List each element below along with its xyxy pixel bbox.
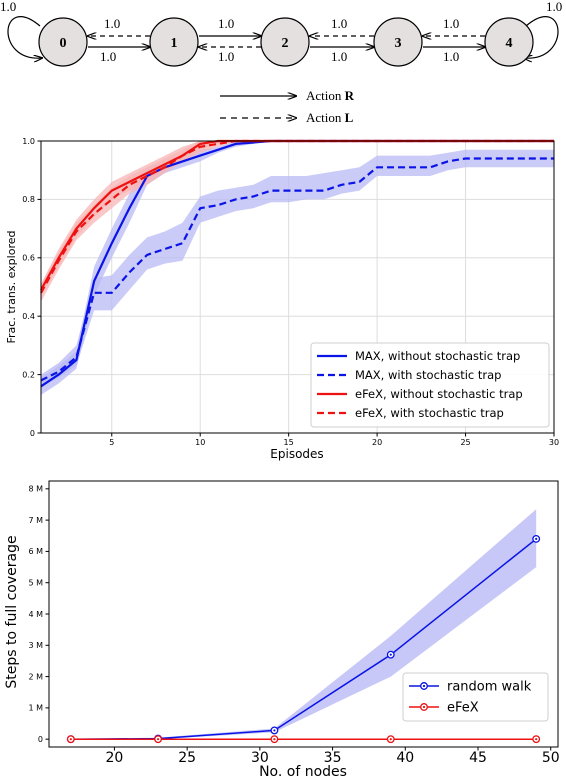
x-tick-label: 35 — [324, 750, 342, 766]
node-2: 2 — [260, 17, 310, 67]
legend: random walk eFeX — [402, 672, 549, 722]
y-axis-label: Steps to full coverage — [4, 535, 20, 688]
legend-box — [310, 342, 550, 428]
node-label: 1 — [171, 36, 178, 51]
x-axis-label: No. of nodes — [259, 764, 347, 778]
legend-marker-center — [422, 705, 426, 709]
x-tick-label: 40 — [396, 750, 414, 766]
data-point-center — [389, 653, 392, 656]
y-tick-label: 3 M — [28, 641, 43, 650]
y-tick-label: 0 — [38, 735, 43, 744]
y-tick-label: 8 M — [28, 485, 43, 494]
node-0: 0 — [38, 17, 88, 67]
y-tick-label: 5 M — [28, 579, 43, 588]
y-tick-label: 0.2 — [22, 370, 35, 379]
y-axis-label: Frac. trans. explored — [5, 231, 18, 344]
y-tick-label: 7 M — [28, 516, 43, 525]
series-lines — [66, 534, 541, 744]
x-tick-label: 25 — [178, 750, 196, 766]
x-tick-label: 25 — [460, 438, 470, 447]
legend: MAX, without stochastic trap MAX, with st… — [310, 342, 550, 428]
legend-marker-center — [422, 684, 426, 688]
edge-label: 1.0 — [331, 49, 347, 64]
series-band — [70, 509, 537, 740]
data-point-center — [535, 537, 538, 540]
node-label: 3 — [395, 36, 402, 51]
edge-label: 1.0 — [331, 16, 347, 31]
x-tick-label: 15 — [284, 438, 294, 447]
legend-label: eFeX — [447, 701, 479, 716]
edge-label: 1.0 — [104, 16, 120, 31]
legend-label: eFeX, with stochastic trap — [355, 406, 504, 420]
legend-label: eFeX, without stochastic trap — [355, 387, 523, 401]
axis-ticks: 20 25 30 35 40 45 50 0 1 M 2 M 3 M 4 M 5 M 6 M 7 M 8 M — [28, 485, 559, 766]
action-legend: Action R Action L — [220, 88, 355, 125]
data-point-center — [156, 738, 160, 741]
self-loop-label-0: 1.0 — [0, 0, 16, 14]
data-point-center — [273, 738, 276, 741]
self-loop-label-4: 1.0 — [546, 0, 562, 14]
self-loop-node-0 — [7, 16, 42, 59]
data-point-center — [273, 729, 276, 732]
chart-frac-explored: 5 10 15 20 25 30 0 0.2 0.4 0.6 0.8 1.0 Episodes Fra… — [5, 137, 559, 461]
y-tick-label: 6 M — [28, 547, 43, 556]
data-point-center — [535, 738, 538, 741]
x-tick-label: 20 — [372, 438, 382, 447]
node-3: 3 — [373, 17, 423, 67]
x-tick-label: 30 — [549, 438, 559, 447]
y-tick-label: 4 M — [28, 610, 43, 619]
y-tick-label: 0.4 — [22, 312, 35, 321]
legend-action-L: Action L — [306, 110, 354, 125]
node-4: 4 — [484, 17, 534, 67]
edge-label: 1.0 — [218, 49, 234, 64]
series-band — [41, 149, 554, 387]
x-tick-label: 20 — [106, 750, 124, 766]
confidence-bands — [70, 509, 537, 740]
y-tick-label: 2 M — [28, 672, 43, 681]
node-1: 1 — [149, 17, 199, 67]
y-tick-label: 0.6 — [22, 254, 35, 263]
edge-label: 1.0 — [100, 49, 116, 64]
x-axis-label: Episodes — [270, 447, 323, 461]
x-tick-label: 45 — [469, 750, 487, 766]
x-tick-label: 50 — [542, 750, 560, 766]
series-line — [40, 157, 554, 382]
x-tick-label: 30 — [251, 750, 269, 766]
y-tick-label: 0.8 — [22, 195, 35, 204]
axis-ticks: 5 10 15 20 25 30 0 0.2 0.4 0.6 0.8 1.0 — [22, 137, 559, 447]
legend-label: random walk — [447, 680, 532, 695]
node-label: 0 — [60, 36, 67, 51]
legend-action-R: Action R — [306, 88, 355, 103]
self-loop-node-4 — [524, 16, 559, 59]
x-tick-label: 10 — [195, 438, 205, 447]
y-tick-label: 0 — [30, 429, 35, 438]
y-tick-label: 1.0 — [22, 137, 35, 146]
edge-label: 1.0 — [443, 16, 459, 31]
confidence-bands — [41, 141, 554, 395]
markov-chain-diagram: 1.0 1.0 1.0 1.0 1.0 1.0 1.0 1.0 1.0 1.0 … — [0, 0, 562, 125]
data-point-center — [69, 738, 72, 741]
plot-frame — [40, 140, 555, 434]
legend-label: MAX, without stochastic trap — [355, 349, 520, 363]
legend-box — [402, 672, 549, 722]
y-tick-label: 1 M — [28, 704, 43, 713]
node-label: 4 — [506, 36, 513, 51]
legend-label: MAX, with stochastic trap — [355, 368, 502, 382]
data-point-center — [389, 738, 392, 741]
edge-label: 1.0 — [218, 16, 234, 31]
edge-label: 1.0 — [443, 49, 459, 64]
x-tick-label: 5 — [109, 438, 114, 447]
node-label: 2 — [282, 36, 289, 51]
